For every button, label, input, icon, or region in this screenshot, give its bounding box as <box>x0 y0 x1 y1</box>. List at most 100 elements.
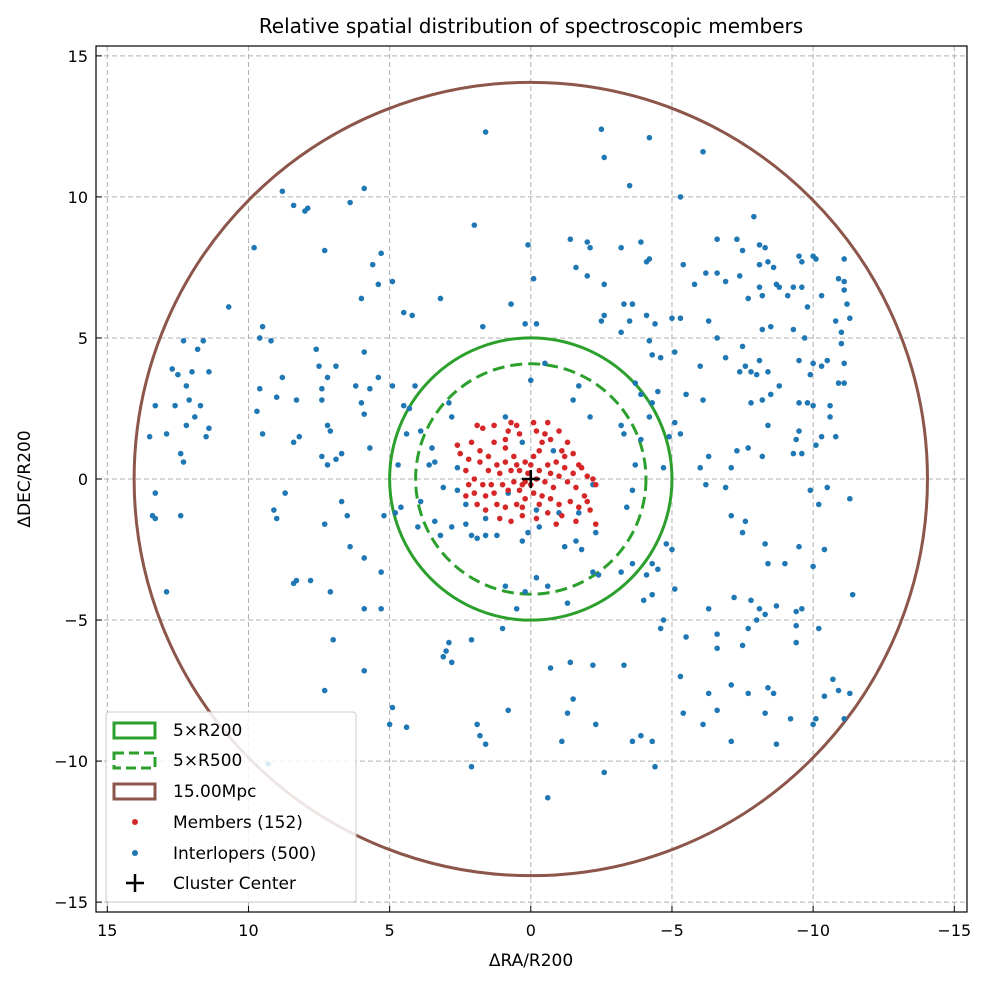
interloper-point <box>369 261 376 268</box>
interloper-point <box>570 696 576 702</box>
member-point <box>553 521 560 527</box>
member-point <box>573 518 579 525</box>
interloper-point <box>765 369 771 375</box>
interloper-point <box>767 391 774 398</box>
interloper-point <box>324 374 331 381</box>
interloper-point <box>256 335 263 341</box>
interloper-point <box>810 721 816 728</box>
interloper-point <box>810 563 816 570</box>
interloper-point <box>793 608 799 615</box>
interloper-point <box>403 724 410 731</box>
member-point <box>485 453 492 460</box>
member-point <box>539 493 545 499</box>
interloper-point <box>618 422 624 429</box>
member-point <box>527 462 534 468</box>
member-point <box>556 428 562 434</box>
interloper-point <box>361 185 368 192</box>
interloper-point <box>618 569 624 575</box>
legend: 5×R200 5×R500 15.00Mpc Members (152) Interlo… <box>105 711 357 903</box>
interloper-point <box>731 594 737 601</box>
member-point <box>477 447 483 454</box>
interloper-point <box>705 453 712 460</box>
interloper-point <box>759 326 766 333</box>
interloper-point <box>601 769 608 776</box>
member-point <box>468 439 475 446</box>
member-point <box>496 515 503 522</box>
x-axis-label: ΔRA/R200 <box>489 951 573 971</box>
interloper-point <box>567 659 574 666</box>
y-tick-label: 5 <box>78 329 88 348</box>
interloper-point <box>321 247 328 254</box>
interloper-point <box>443 648 449 654</box>
member-point <box>471 476 478 482</box>
interloper-point <box>279 188 286 195</box>
interloper-point <box>437 532 444 539</box>
interloper-point <box>683 391 689 398</box>
interloper-point <box>773 603 780 609</box>
member-point <box>491 490 497 496</box>
member-point <box>465 481 472 488</box>
interloper-point <box>163 589 170 595</box>
interloper-point <box>279 374 286 381</box>
interloper-point <box>259 431 266 437</box>
member-point <box>584 498 591 505</box>
member-point <box>553 459 560 465</box>
interloper-point <box>502 583 509 589</box>
interloper-point <box>680 261 687 268</box>
interloper-point <box>705 605 712 612</box>
interloper-point <box>799 605 805 612</box>
interloper-point <box>762 710 768 716</box>
member-point <box>564 479 571 485</box>
interloper-point <box>623 504 630 511</box>
member-point <box>536 467 543 474</box>
interloper-point <box>324 422 331 429</box>
interloper-point <box>705 318 712 324</box>
member-point <box>547 470 554 477</box>
interloper-point <box>409 312 416 319</box>
interloper-point <box>824 357 831 364</box>
member-point <box>482 507 489 513</box>
interloper-point <box>533 574 540 581</box>
interloper-point <box>290 439 297 446</box>
interloper-point <box>756 605 763 612</box>
member-point <box>479 481 486 488</box>
interloper-point <box>770 690 777 697</box>
interloper-point <box>415 524 421 530</box>
interloper-point <box>835 380 842 386</box>
interloper-point <box>468 763 475 770</box>
interloper-point <box>762 244 768 251</box>
interloper-point <box>440 484 447 491</box>
interloper-point <box>796 543 802 550</box>
member-point <box>482 493 489 499</box>
interloper-point <box>629 301 636 307</box>
member-point <box>590 476 596 482</box>
interloper-point <box>677 431 684 437</box>
interloper-point <box>649 591 655 598</box>
interloper-point <box>691 281 698 288</box>
interloper-point <box>790 450 797 457</box>
interloper-point <box>739 343 746 350</box>
member-point <box>592 481 599 488</box>
member-point <box>547 495 554 502</box>
member-point <box>488 481 495 488</box>
interloper-point <box>448 414 455 420</box>
member-point <box>530 490 537 496</box>
interloper-point <box>810 360 816 367</box>
member-point <box>575 504 582 511</box>
interloper-point <box>319 453 325 460</box>
interloper-point <box>361 411 368 417</box>
interloper-point <box>793 622 799 629</box>
member-point <box>578 464 585 471</box>
member-point <box>559 512 565 519</box>
interloper-point <box>728 464 735 471</box>
interloper-point <box>847 495 853 502</box>
member-point <box>544 419 551 426</box>
legend-label: 15.00Mpc <box>173 782 256 802</box>
interloper-point <box>657 625 664 632</box>
interloper-point <box>745 625 751 632</box>
interloper-point <box>728 512 735 519</box>
interloper-point <box>544 794 551 801</box>
member-point <box>508 467 514 474</box>
interloper-point <box>736 273 743 279</box>
